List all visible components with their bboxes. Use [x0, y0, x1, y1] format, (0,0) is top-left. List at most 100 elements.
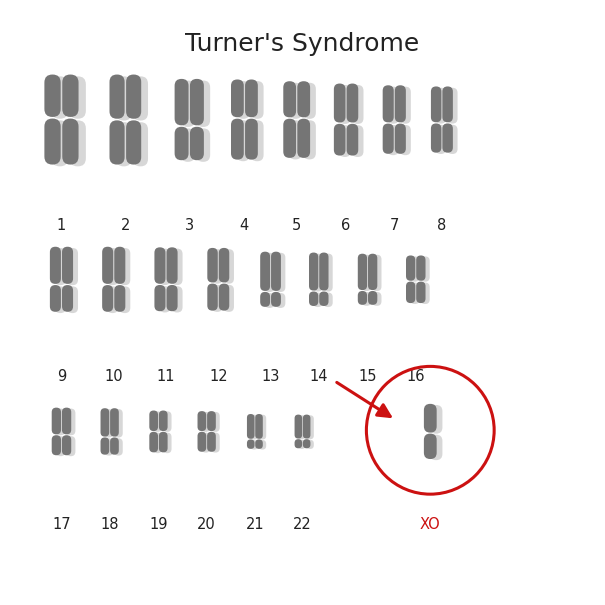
FancyBboxPatch shape — [102, 285, 113, 312]
FancyBboxPatch shape — [133, 122, 148, 166]
FancyBboxPatch shape — [431, 87, 442, 122]
FancyBboxPatch shape — [251, 120, 264, 161]
FancyBboxPatch shape — [153, 411, 162, 432]
FancyBboxPatch shape — [334, 124, 345, 155]
FancyBboxPatch shape — [223, 249, 234, 284]
FancyBboxPatch shape — [406, 281, 415, 303]
FancyBboxPatch shape — [159, 432, 168, 453]
FancyBboxPatch shape — [159, 249, 171, 285]
FancyBboxPatch shape — [313, 253, 322, 292]
Text: 20: 20 — [197, 517, 216, 532]
FancyBboxPatch shape — [297, 81, 310, 117]
FancyBboxPatch shape — [251, 81, 264, 119]
FancyBboxPatch shape — [431, 123, 442, 152]
FancyBboxPatch shape — [447, 88, 457, 123]
FancyBboxPatch shape — [297, 119, 310, 158]
FancyBboxPatch shape — [110, 437, 119, 455]
FancyBboxPatch shape — [289, 120, 302, 159]
FancyBboxPatch shape — [175, 79, 189, 125]
FancyBboxPatch shape — [62, 435, 71, 455]
FancyBboxPatch shape — [166, 247, 178, 284]
FancyBboxPatch shape — [62, 74, 79, 117]
FancyBboxPatch shape — [334, 83, 345, 122]
Text: 8: 8 — [437, 218, 446, 234]
FancyBboxPatch shape — [298, 415, 306, 439]
FancyBboxPatch shape — [133, 76, 148, 120]
FancyBboxPatch shape — [352, 85, 364, 124]
FancyBboxPatch shape — [62, 285, 73, 312]
FancyBboxPatch shape — [259, 414, 266, 439]
FancyBboxPatch shape — [55, 286, 66, 313]
FancyBboxPatch shape — [110, 74, 125, 119]
FancyBboxPatch shape — [70, 120, 86, 166]
FancyBboxPatch shape — [70, 76, 86, 119]
FancyBboxPatch shape — [264, 293, 275, 308]
FancyBboxPatch shape — [283, 119, 296, 158]
Text: Turner's Syndrome: Turner's Syndrome — [185, 33, 420, 56]
Text: 7: 7 — [390, 218, 399, 234]
FancyBboxPatch shape — [271, 292, 281, 307]
Text: XO: XO — [420, 517, 440, 532]
FancyBboxPatch shape — [114, 247, 125, 284]
FancyBboxPatch shape — [339, 125, 351, 157]
Text: 16: 16 — [407, 369, 425, 384]
Text: 15: 15 — [358, 369, 377, 384]
FancyBboxPatch shape — [424, 434, 437, 459]
FancyBboxPatch shape — [400, 125, 411, 155]
FancyBboxPatch shape — [339, 85, 351, 124]
FancyBboxPatch shape — [289, 83, 302, 119]
FancyBboxPatch shape — [110, 408, 119, 437]
FancyBboxPatch shape — [245, 119, 258, 160]
FancyBboxPatch shape — [119, 248, 130, 285]
FancyBboxPatch shape — [163, 433, 172, 453]
FancyBboxPatch shape — [208, 284, 218, 310]
FancyBboxPatch shape — [303, 439, 310, 448]
FancyBboxPatch shape — [105, 439, 113, 456]
Text: 21: 21 — [246, 517, 264, 532]
FancyBboxPatch shape — [107, 286, 118, 313]
FancyBboxPatch shape — [51, 408, 61, 434]
FancyBboxPatch shape — [410, 257, 419, 282]
FancyBboxPatch shape — [100, 408, 110, 437]
FancyBboxPatch shape — [190, 79, 204, 125]
FancyBboxPatch shape — [219, 248, 229, 283]
FancyBboxPatch shape — [264, 253, 275, 292]
FancyBboxPatch shape — [126, 120, 141, 165]
FancyBboxPatch shape — [66, 436, 76, 456]
FancyBboxPatch shape — [247, 439, 255, 449]
FancyBboxPatch shape — [44, 119, 60, 165]
FancyBboxPatch shape — [303, 83, 316, 119]
FancyBboxPatch shape — [313, 293, 322, 307]
FancyBboxPatch shape — [306, 440, 314, 449]
FancyBboxPatch shape — [114, 285, 125, 312]
FancyBboxPatch shape — [51, 76, 68, 119]
FancyBboxPatch shape — [231, 119, 244, 160]
FancyBboxPatch shape — [271, 252, 281, 291]
FancyBboxPatch shape — [207, 432, 216, 452]
FancyBboxPatch shape — [416, 255, 425, 281]
Text: 18: 18 — [100, 517, 119, 532]
FancyBboxPatch shape — [181, 80, 195, 127]
FancyBboxPatch shape — [295, 439, 302, 448]
FancyBboxPatch shape — [62, 408, 71, 434]
FancyBboxPatch shape — [319, 252, 329, 290]
FancyBboxPatch shape — [436, 125, 446, 154]
FancyBboxPatch shape — [303, 120, 316, 159]
FancyBboxPatch shape — [201, 433, 210, 453]
FancyBboxPatch shape — [190, 127, 204, 160]
Text: 12: 12 — [209, 369, 227, 384]
FancyBboxPatch shape — [181, 128, 195, 162]
FancyBboxPatch shape — [372, 292, 382, 306]
Text: 1: 1 — [57, 218, 66, 234]
FancyBboxPatch shape — [260, 252, 270, 291]
Text: 4: 4 — [240, 218, 249, 234]
FancyBboxPatch shape — [66, 408, 76, 435]
Text: 13: 13 — [261, 369, 280, 384]
FancyBboxPatch shape — [250, 414, 258, 439]
FancyBboxPatch shape — [388, 125, 399, 155]
FancyBboxPatch shape — [50, 285, 61, 312]
FancyBboxPatch shape — [395, 123, 406, 154]
FancyBboxPatch shape — [237, 81, 249, 119]
FancyBboxPatch shape — [352, 125, 364, 157]
FancyBboxPatch shape — [212, 285, 223, 312]
